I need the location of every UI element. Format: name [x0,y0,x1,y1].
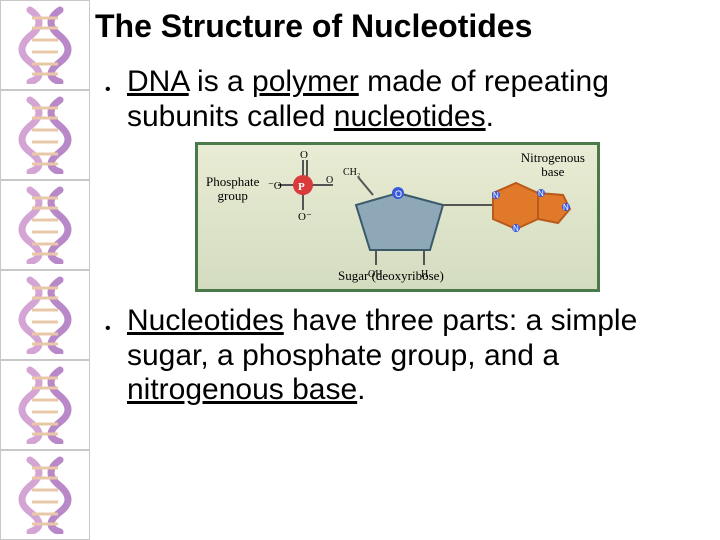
svg-text:O: O [326,175,333,186]
dna-icon [0,0,90,90]
dna-icon [0,90,90,180]
svg-text:P: P [298,181,305,193]
svg-text:⁻O: ⁻O [268,180,282,192]
bullet-dot: • [105,81,113,99]
svg-text:O: O [300,149,308,161]
dna-sidebar [0,0,90,540]
bullet-2: • Nucleotides have three parts: a simple… [105,304,710,408]
nitrogenous-label: Nitrogenous base [521,151,585,180]
slide-content: The Structure of Nucleotides • DNA is a … [95,8,710,416]
dna-icon [0,450,90,540]
svg-text:CH₂: CH₂ [343,167,360,178]
svg-text:N: N [493,191,499,200]
nucleotide-diagram: O⁻OO⁻OCH₂POOHHNNNN Phosphate group Nitro… [195,142,600,292]
svg-text:O: O [395,189,402,199]
bullet-1: • DNA is a polymer made of repeating sub… [105,65,710,134]
svg-text:N: N [513,224,519,233]
bullet-2-text: Nucleotides have three parts: a simple s… [127,304,710,408]
bullet-dot: • [105,320,113,338]
dna-icon [0,180,90,270]
bullet-1-text: DNA is a polymer made of repeating subun… [127,65,710,134]
svg-text:O⁻: O⁻ [298,211,312,223]
svg-text:N: N [538,189,544,198]
sugar-label: Sugar (deoxyribose) [338,269,444,283]
svg-text:N: N [563,203,569,212]
dna-icon [0,270,90,360]
dna-icon [0,360,90,450]
slide-title: The Structure of Nucleotides [95,8,710,45]
phosphate-label: Phosphate group [206,175,259,204]
